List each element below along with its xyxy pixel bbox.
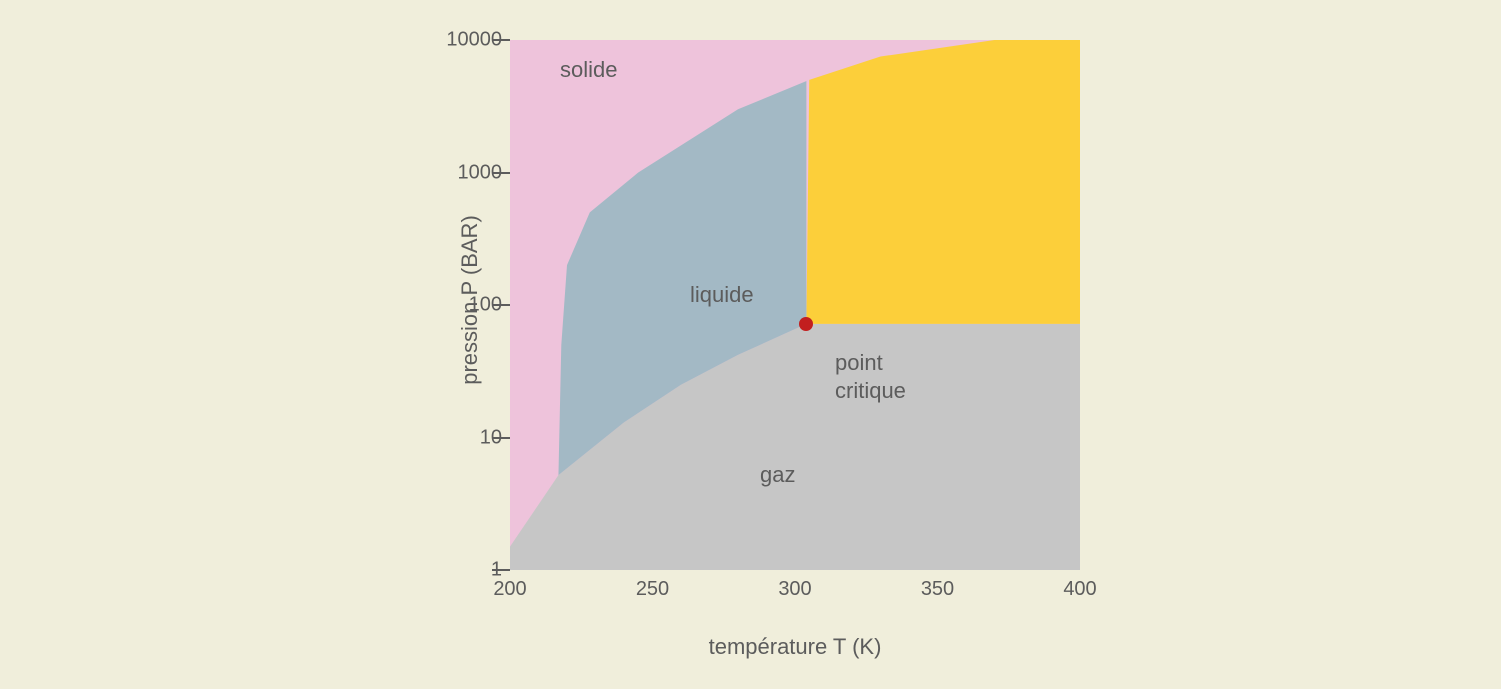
x-tick-label: 200 [493, 578, 526, 601]
x-tick-label: 300 [778, 578, 811, 601]
y-tick-mark [492, 304, 510, 306]
x-tick-label: 350 [921, 578, 954, 601]
label-liquide: liquide [690, 282, 754, 308]
y-tick-mark [492, 39, 510, 41]
label-gaz: gaz [760, 462, 795, 488]
y-axis-label: pression P (BAR) [457, 215, 483, 385]
plot-area [510, 40, 1080, 570]
y-tick-mark [492, 437, 510, 439]
label-solide: solide [560, 57, 617, 83]
x-tick-label: 400 [1063, 578, 1096, 601]
y-tick-mark [492, 569, 510, 571]
critical-point-marker [799, 317, 813, 331]
label-point-critique-2: critique [835, 378, 906, 404]
phase-diagram-chart: 110100100010000 200250300350400 solide l… [380, 30, 1120, 660]
x-tick-label: 250 [636, 578, 669, 601]
y-tick-mark [492, 172, 510, 174]
x-axis-label: température T (K) [510, 634, 1080, 660]
label-point-critique-1: point [835, 350, 883, 376]
